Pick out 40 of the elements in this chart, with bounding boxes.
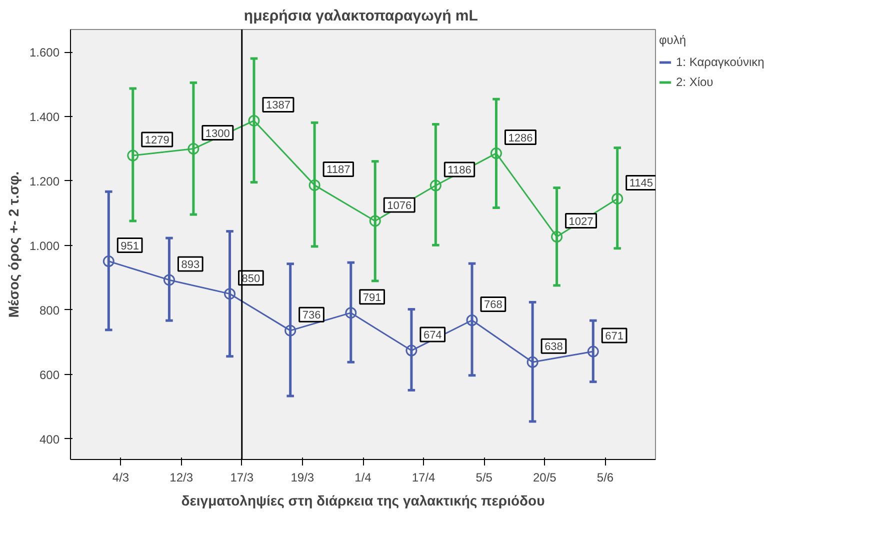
- data-label: 671: [605, 330, 624, 343]
- x-tick-label: 5/5: [476, 470, 493, 484]
- y-tick-label: 800: [39, 303, 60, 318]
- x-tick-label: 1/4: [354, 470, 372, 484]
- x-tick-label: 19/3: [290, 470, 314, 484]
- data-label: 1145: [629, 178, 654, 190]
- y-tick-label: 1.600: [29, 46, 60, 60]
- data-label: 1387: [266, 100, 290, 112]
- chart-title: ημερήσια γαλακτοπαραγωγή mL: [244, 8, 478, 24]
- data-label: 1027: [568, 216, 594, 228]
- x-tick-label: 17/3: [230, 470, 254, 484]
- data-label: 1186: [448, 164, 472, 177]
- data-label: 1187: [326, 164, 350, 176]
- y-tick-label: 400: [39, 432, 60, 446]
- data-label: 638: [544, 341, 563, 354]
- legend-label: 1: Καραγκούνικη: [676, 55, 764, 69]
- y-tick-label: 1.200: [29, 174, 60, 188]
- legend-title: φυλή: [659, 33, 688, 47]
- data-label: 951: [120, 240, 140, 252]
- data-label: 768: [484, 299, 502, 312]
- x-tick-label: 5/6: [596, 470, 614, 484]
- x-axis-title: δειγματοληψίες στη διάρκεια της γαλακτικής περιόδου: [181, 492, 545, 508]
- x-tick-label: 17/4: [412, 470, 436, 484]
- y-tick-label: 1.000: [29, 238, 60, 253]
- legend-label: 2: Χίου: [676, 75, 714, 89]
- y-tick-label: 600: [39, 368, 60, 382]
- y-axis-title: Μέσος όρος +- 2 τ.σφ.: [5, 171, 22, 318]
- data-label: 893: [181, 258, 200, 271]
- data-label: 736: [302, 310, 321, 322]
- data-label: 791: [362, 292, 382, 304]
- data-label: 1286: [508, 132, 533, 144]
- data-label: 1076: [387, 200, 412, 212]
- x-tick-label: 12/3: [170, 470, 194, 484]
- y-tick-label: 1.400: [29, 110, 60, 124]
- x-tick-label: 20/5: [533, 470, 557, 484]
- data-label: 674: [423, 330, 442, 342]
- x-tick-label: 4/3: [112, 470, 130, 484]
- data-label: 1279: [144, 134, 170, 147]
- data-label: 850: [242, 272, 260, 285]
- data-label: 1300: [205, 128, 230, 140]
